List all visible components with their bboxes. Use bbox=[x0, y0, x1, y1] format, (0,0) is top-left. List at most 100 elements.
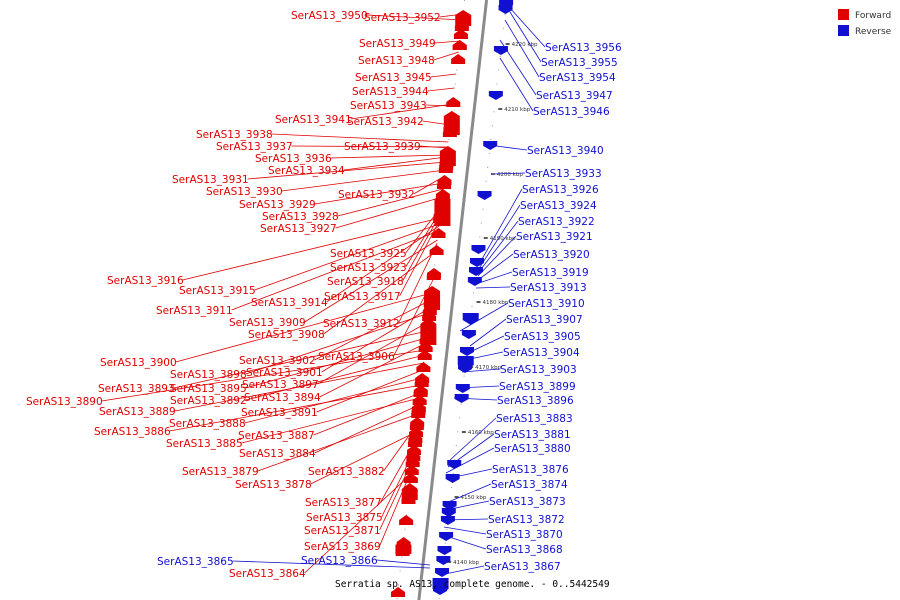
gene-label-forward: SerAS13_3930 bbox=[206, 186, 283, 198]
gene-label-forward: SerAS13_3894 bbox=[244, 392, 321, 404]
leader-line-forward bbox=[319, 342, 427, 398]
scale-tick-label: 4190 kbp bbox=[490, 236, 516, 242]
leader-line-forward bbox=[182, 217, 441, 281]
leader-line-forward bbox=[350, 103, 453, 120]
gene-feature-forward bbox=[424, 286, 441, 310]
leader-line-forward bbox=[379, 469, 412, 547]
leader-line-reverse bbox=[443, 526, 487, 535]
gene-label-forward: SerAS13_3949 bbox=[359, 38, 436, 50]
scale-ticks: 4220 kbp 4210 kbp 4200 kbp 4190 kbp 4180 kbp… bbox=[447, 42, 538, 566]
gene-label-forward: SerAS13_3942 bbox=[347, 116, 424, 128]
gene-label-forward: SerAS13_3877 bbox=[305, 497, 382, 509]
gene-label-forward: SerAS13_3869 bbox=[304, 541, 381, 553]
gene-feature-reverse bbox=[493, 46, 508, 55]
gene-feature-forward bbox=[429, 245, 444, 255]
gene-feature-forward bbox=[407, 437, 422, 447]
gene-label-forward: SerAS13_3909 bbox=[229, 317, 306, 329]
gene-label-forward: SerAS13_3932 bbox=[338, 189, 415, 201]
gene-label-forward: SerAS13_3911 bbox=[156, 305, 233, 317]
gene-label-forward: SerAS13_3929 bbox=[239, 199, 316, 211]
leader-line-reverse bbox=[477, 204, 521, 271]
gene-label-forward: SerAS13_3890 bbox=[26, 396, 103, 408]
leader-line-reverse bbox=[491, 172, 526, 175]
leader-line-forward bbox=[380, 441, 416, 503]
gene-feature-forward bbox=[453, 29, 468, 39]
leader-line-forward bbox=[433, 51, 459, 61]
gene-label-reverse: SerAS13_3874 bbox=[491, 479, 568, 491]
leader-line-reverse bbox=[477, 253, 514, 281]
gene-feature-reverse bbox=[461, 330, 476, 339]
leader-line-forward bbox=[379, 459, 414, 531]
leader-line-reverse bbox=[447, 433, 495, 468]
leader-line-reverse bbox=[453, 397, 498, 401]
legend-reverse-label: Reverse bbox=[855, 27, 892, 37]
leader-line-forward bbox=[173, 330, 428, 389]
gene-label-reverse: SerAS13_3899 bbox=[499, 381, 576, 393]
leader-line-reverse bbox=[495, 145, 528, 151]
gene-label-forward: SerAS13_3901 bbox=[246, 367, 323, 379]
gene-label-forward: SerAS13_3882 bbox=[308, 466, 385, 478]
gene-feature-forward bbox=[431, 228, 446, 238]
gene-feature-forward bbox=[414, 377, 429, 387]
leader-line-forward bbox=[343, 156, 447, 171]
leader-line-forward bbox=[425, 104, 453, 107]
gene-label-forward: SerAS13_3885 bbox=[166, 438, 243, 450]
gene-label-forward: SerAS13_3917 bbox=[324, 291, 401, 303]
leader-line-reverse bbox=[461, 368, 501, 373]
leader-line-forward bbox=[310, 431, 417, 485]
scale-tick-label: 4160 kbp bbox=[468, 430, 494, 436]
leader-line-reverse bbox=[499, 39, 537, 96]
gene-label-forward: SerAS13_3952 bbox=[364, 12, 441, 24]
leader-line-forward bbox=[304, 473, 412, 574]
gene-label-reverse: SerAS13_3926 bbox=[522, 184, 599, 196]
gene-label-forward: SerAS13_3931 bbox=[172, 174, 249, 186]
gene-features bbox=[391, 0, 514, 597]
leader-line-reverse bbox=[443, 518, 489, 521]
leader-line-reverse bbox=[477, 188, 523, 267]
leader-line-reverse bbox=[477, 235, 517, 277]
leader-line-reverse bbox=[449, 468, 493, 479]
gene-label-forward: SerAS13_3891 bbox=[241, 407, 318, 419]
gene-label-reverse: SerAS13_3880 bbox=[494, 443, 571, 455]
genome-caption: Serratia sp. AS13, complete genome. - 0.… bbox=[335, 579, 610, 590]
leader-line-forward bbox=[405, 209, 442, 268]
gene-feature-forward bbox=[391, 587, 406, 597]
gene-feature-reverse bbox=[447, 460, 462, 469]
leader-line-reverse bbox=[469, 351, 504, 360]
leader-line-reverse bbox=[445, 500, 490, 511]
gene-label-forward: SerAS13_3875 bbox=[306, 512, 383, 524]
gene-feature-reverse bbox=[437, 546, 452, 555]
leader-line-forward bbox=[398, 242, 438, 324]
gene-label-forward: SerAS13_3908 bbox=[248, 329, 325, 341]
scale-tick-label: 4210 kbp bbox=[504, 107, 530, 113]
leader-line-reverse bbox=[509, 11, 542, 63]
leader-line-forward bbox=[337, 188, 444, 217]
leader-line-reverse bbox=[459, 302, 509, 332]
leader-line-forward bbox=[383, 424, 417, 472]
gene-label-forward: SerAS13_3879 bbox=[182, 466, 259, 478]
gene-feature-reverse bbox=[432, 578, 449, 594]
gene-label-reverse: SerAS13_3940 bbox=[527, 145, 604, 157]
gene-label-reverse: SerAS13_3870 bbox=[486, 529, 563, 541]
gene-label-forward: SerAS13_3889 bbox=[99, 406, 176, 418]
gene-label-reverse: SerAS13_3873 bbox=[489, 496, 566, 508]
leader-line-forward bbox=[257, 413, 418, 472]
leader-line-reverse bbox=[499, 57, 534, 112]
gene-label-reverse: SerAS13_3876 bbox=[492, 464, 569, 476]
gene-feature-reverse bbox=[435, 568, 450, 577]
gene-feature-forward bbox=[401, 484, 418, 500]
scale-tick-label: 4140 kbp bbox=[453, 560, 479, 566]
gene-feature-reverse bbox=[459, 347, 474, 356]
gene-feature-forward bbox=[455, 10, 472, 26]
gene-label-forward: SerAS13_3925 bbox=[330, 248, 407, 260]
genome-axis bbox=[396, 0, 508, 600]
leader-line-forward bbox=[314, 299, 431, 361]
gene-label-forward: SerAS13_3871 bbox=[304, 525, 381, 537]
leader-line-forward bbox=[245, 312, 430, 375]
leader-line-forward bbox=[174, 362, 424, 412]
gene-feature-reverse bbox=[477, 191, 492, 200]
gene-label-reverse: SerAS13_3921 bbox=[516, 231, 593, 243]
gene-feature-reverse bbox=[498, 5, 513, 14]
gene-label-forward: SerAS13_3938 bbox=[196, 129, 273, 141]
leader-line-reverse bbox=[504, 19, 540, 78]
